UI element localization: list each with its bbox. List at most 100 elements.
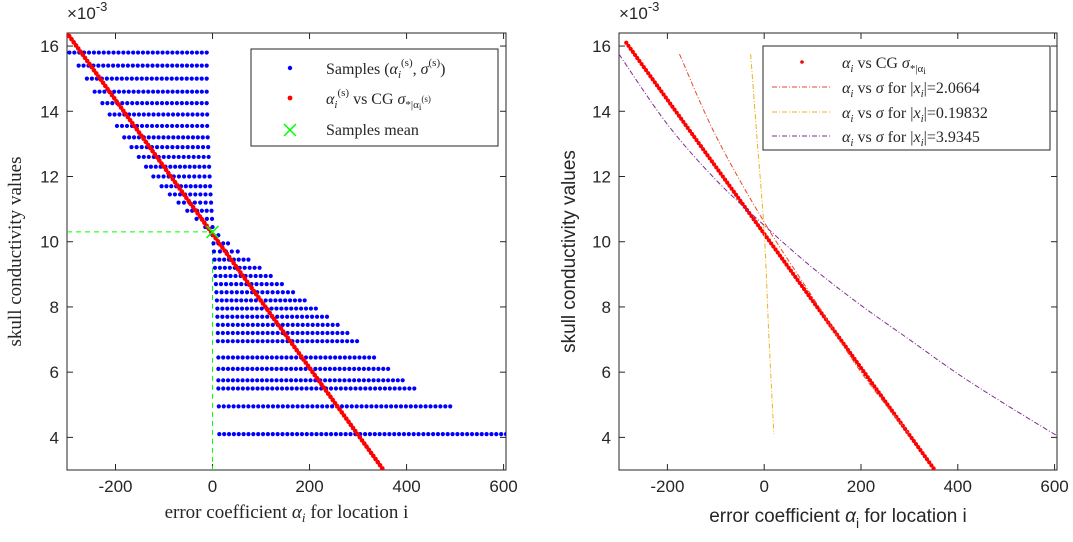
sample-point <box>234 290 239 295</box>
sample-point <box>298 306 304 311</box>
cg-point <box>760 229 765 234</box>
sample-point <box>358 386 363 391</box>
sample-point <box>280 314 285 319</box>
sample-point <box>250 339 255 344</box>
sample-point <box>304 432 309 437</box>
sample-point <box>121 50 126 55</box>
cg-point <box>854 359 859 365</box>
sample-point <box>145 101 150 106</box>
sample-point <box>340 339 345 344</box>
sample-point <box>278 298 283 303</box>
sample-point <box>274 282 279 287</box>
cg-point <box>707 156 712 161</box>
sample-row <box>151 174 212 179</box>
sample-point <box>86 50 92 55</box>
sample-point <box>275 314 280 319</box>
sample-point <box>279 366 284 372</box>
sample-point <box>189 50 195 55</box>
sample-row <box>214 290 296 295</box>
cg-point <box>731 189 736 194</box>
cg-point <box>801 286 807 292</box>
sample-point <box>259 366 265 372</box>
sample-row <box>136 154 211 160</box>
sample-point <box>184 101 189 106</box>
y-tick-label: 4 <box>602 428 611 447</box>
sample-point <box>382 432 387 437</box>
sample-point <box>260 322 265 327</box>
sample-point <box>185 135 191 140</box>
sample-point <box>244 306 250 311</box>
sample-point <box>150 50 155 55</box>
sample-point <box>240 355 245 360</box>
cg-point <box>685 125 690 131</box>
legend: Samples (αi(s), σ(s)) αi(s) vs CG σ*|αi(s… <box>250 48 499 147</box>
y-tick-label: 12 <box>592 167 611 186</box>
cg-point <box>626 43 631 48</box>
sample-point <box>219 298 224 303</box>
sample-point <box>154 145 160 150</box>
sample-point <box>245 322 250 327</box>
sample-point <box>161 112 166 117</box>
cg-point <box>808 296 813 301</box>
sample-point <box>197 174 202 179</box>
x-tick-label: 0 <box>208 477 217 496</box>
sample-point <box>363 386 368 391</box>
sample-point <box>185 89 190 94</box>
sample-point <box>250 378 255 383</box>
sample-point <box>159 184 164 189</box>
samples-mean-marker-2 <box>205 225 220 239</box>
sample-point <box>397 386 402 391</box>
sample-point <box>244 290 250 295</box>
sample-point <box>104 76 109 81</box>
sample-point <box>136 112 142 117</box>
sample-point <box>474 432 479 437</box>
sample-point <box>310 404 315 409</box>
sample-point <box>164 101 170 106</box>
sample-point <box>407 386 412 391</box>
sample-point <box>268 273 273 279</box>
sample-point <box>333 386 339 391</box>
sample-point <box>327 378 333 383</box>
sample-point <box>235 249 240 254</box>
sample-point <box>330 339 335 344</box>
sample-point <box>290 290 296 295</box>
sample-point <box>109 76 114 81</box>
sample-point <box>171 154 176 160</box>
sample-point <box>164 184 169 189</box>
cg-point <box>867 378 873 383</box>
sample-point <box>245 314 250 319</box>
sample-row <box>217 432 506 437</box>
sample-point <box>285 314 290 319</box>
sample-point <box>377 386 383 391</box>
sample-point <box>231 432 236 437</box>
sample-point <box>225 330 230 336</box>
sample-point <box>200 123 205 129</box>
sample-point <box>167 192 172 197</box>
sample-point <box>322 366 328 372</box>
sample-point <box>141 89 146 94</box>
sample-point <box>241 404 246 409</box>
sample-point <box>203 192 208 197</box>
sample-point <box>239 298 244 303</box>
cg-point <box>755 223 761 228</box>
sample-point <box>310 330 315 336</box>
cg-point <box>749 213 754 219</box>
sample-point <box>215 306 220 311</box>
sample-point <box>275 339 280 344</box>
sample-point <box>297 298 302 303</box>
sample-point <box>315 322 320 327</box>
sample-point <box>343 386 348 391</box>
sample-point <box>165 89 170 94</box>
sample-point <box>220 306 225 311</box>
x-axis-label: error coefficient αi for location i <box>165 502 409 525</box>
sample-point <box>261 404 266 409</box>
y-tick-label: 8 <box>602 298 611 317</box>
sample-point <box>310 339 315 344</box>
sample-point <box>124 123 130 129</box>
sample-point <box>252 265 257 270</box>
sample-point <box>329 404 335 409</box>
cg-series <box>67 33 385 470</box>
sample-row <box>92 89 209 94</box>
sample-row <box>215 330 350 336</box>
sample-point <box>102 89 107 94</box>
